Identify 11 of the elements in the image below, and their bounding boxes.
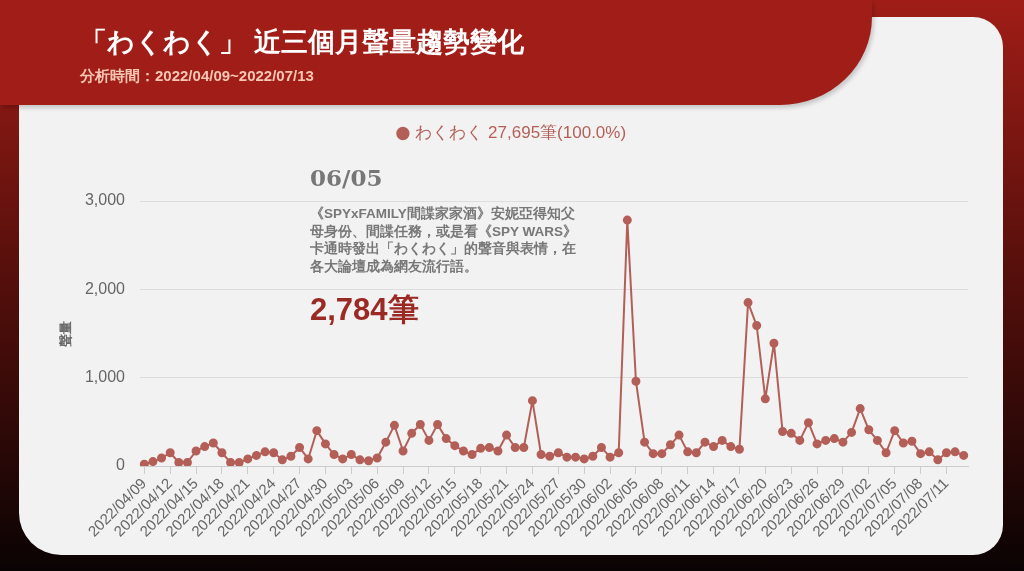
- y-tick-label: 1,000: [84, 368, 126, 386]
- y-tick-label: 3,000: [84, 191, 126, 209]
- annotation: 2,784筆: [310, 292, 420, 327]
- chart-subtitle: 分析時間：2022/04/09~2022/07/13: [80, 67, 314, 86]
- y-axis-title: 聲量: [58, 320, 74, 348]
- y-tick-label: 0: [116, 456, 126, 474]
- legend-label: わくわく 27,695筆(100.0%): [415, 123, 627, 143]
- chart-title: 「わくわく」 近三個月聲量趨勢變化: [80, 26, 524, 59]
- y-tick-label: 2,000: [84, 279, 126, 297]
- annotation: 《SPYxFAMILY間諜家家酒》安妮亞得知父母身份、間諜任務，或是看《SPY WARS》卡通時發出「わくわく」的聲音與表情，在各大論壇成為網友流行語。: [310, 205, 579, 275]
- text: 06/05: [310, 164, 384, 191]
